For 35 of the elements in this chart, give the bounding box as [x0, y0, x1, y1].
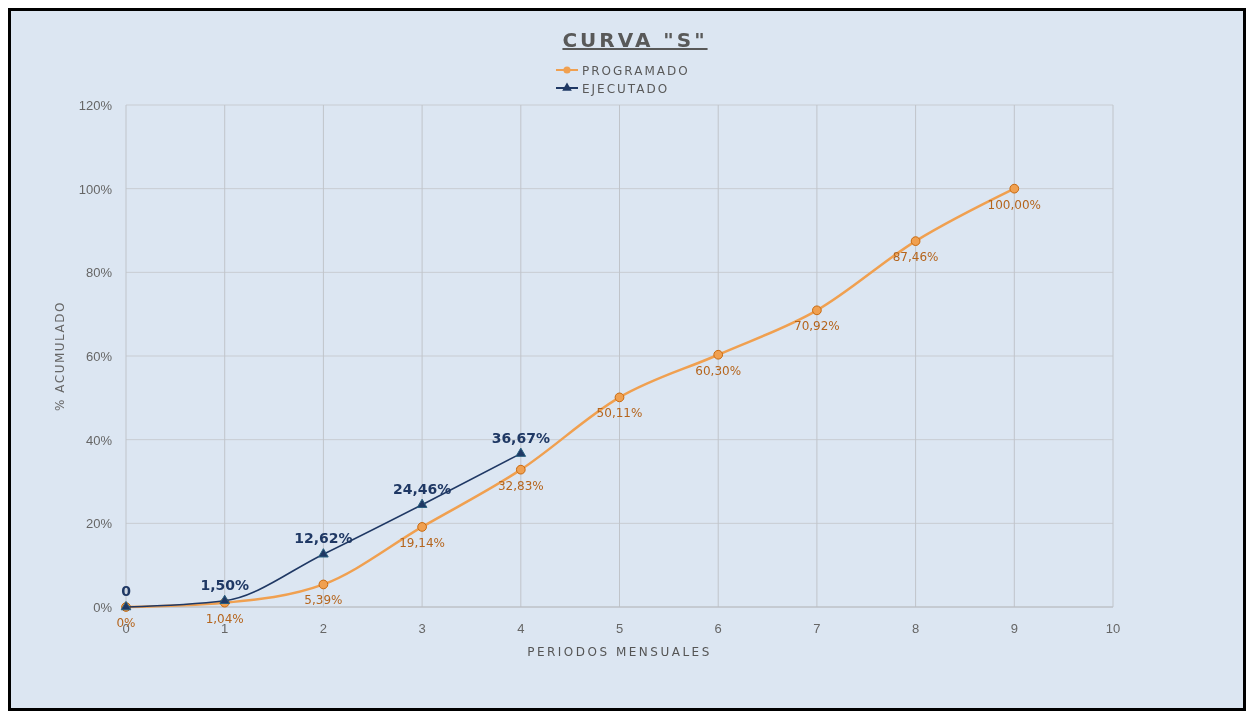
y-tick-label: 80%	[85, 265, 113, 281]
data-label: 70,92%	[794, 319, 840, 334]
y-tick-label: 0%	[93, 600, 113, 615]
x-tick-label: 7	[813, 621, 821, 636]
data-label: 60,30%	[695, 363, 742, 378]
x-tick-label: 4	[517, 621, 525, 636]
y-tick-label: 120%	[78, 98, 113, 113]
y-axis-title: % ACUMULADO	[53, 301, 67, 411]
data-label: 1,50%	[200, 576, 249, 593]
data-label: 36,67%	[491, 429, 550, 446]
data-label: 50,11%	[596, 406, 643, 421]
y-tick-label: 20%	[85, 516, 113, 532]
x-tick-label: 5	[615, 621, 624, 636]
data-label: 100,00%	[987, 197, 1041, 212]
y-tick-label: 60%	[85, 349, 113, 364]
x-tick-label: 10	[1105, 621, 1121, 636]
x-axis-title: PERIODOS MENSUALES	[527, 645, 712, 659]
x-tick-label: 8	[911, 621, 920, 636]
x-tick-label: 1	[221, 621, 229, 636]
data-label: 0	[121, 583, 132, 599]
data-label: 87,46%	[892, 250, 939, 265]
legend-label: EJECUTADO	[582, 82, 670, 96]
data-label: 19,14%	[399, 535, 445, 550]
data-label: 5,39%	[304, 593, 343, 608]
x-tick-label: 9	[1010, 621, 1018, 636]
chart-title: CURVA "S"	[562, 28, 708, 52]
x-tick-label: 6	[714, 621, 722, 636]
x-tick-label: 3	[418, 621, 426, 636]
x-tick-label: 2	[319, 621, 328, 636]
data-label: 24,46%	[392, 480, 452, 497]
y-tick-label: 40%	[85, 432, 113, 448]
data-label: 12,62%	[294, 530, 353, 547]
legend-label: PROGRAMADO	[582, 64, 690, 78]
y-tick-label: 100%	[78, 181, 113, 197]
data-label: 32,83%	[497, 478, 544, 493]
